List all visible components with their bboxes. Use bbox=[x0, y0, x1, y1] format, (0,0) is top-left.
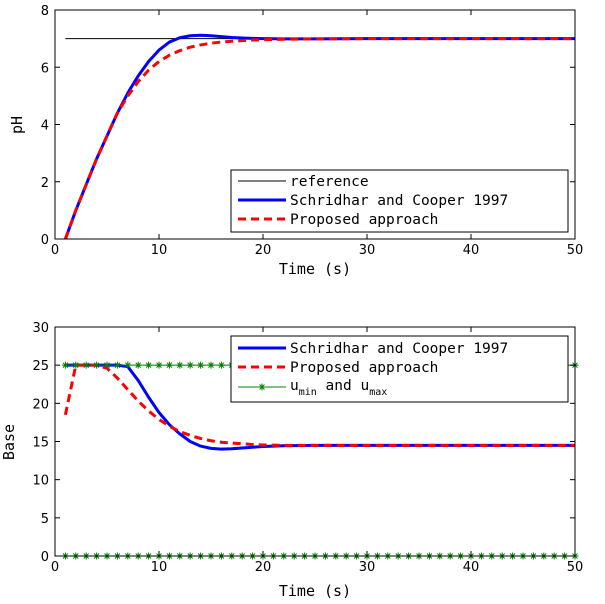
ph-y-tick-label-3: 6 bbox=[41, 61, 49, 76]
base-series-2-y_upper-marker bbox=[61, 361, 69, 369]
base-series-2-y_upper-marker bbox=[113, 361, 121, 369]
base-x-tick-label-1: 10 bbox=[151, 560, 168, 575]
base-legend-swatch-limits-marker bbox=[258, 383, 266, 391]
base-x-axis-label: Time (s) bbox=[279, 582, 351, 600]
ph-legend-label-proposed: Proposed approach bbox=[290, 212, 438, 228]
ph-y-axis-label: pH bbox=[8, 116, 26, 134]
ph-ticks: 0 10 20 30 40 50 0 2 4 6 8 bbox=[41, 4, 584, 258]
base-y-tick-label-4: 20 bbox=[32, 397, 49, 412]
ph-x-tick-label-5: 50 bbox=[567, 243, 584, 258]
base-series-2-y_upper-marker bbox=[103, 361, 111, 369]
base-x-tick-label-3: 30 bbox=[359, 560, 376, 575]
base-x-tick-label-4: 40 bbox=[463, 560, 480, 575]
base-y-tick-label-5: 25 bbox=[32, 359, 49, 374]
base-x-tick-label-5: 50 bbox=[567, 560, 584, 575]
base-series-2-y_upper-marker bbox=[217, 361, 225, 369]
base-series-2-y_upper-marker bbox=[186, 361, 194, 369]
ph-legend-label-schridhar: Schridhar and Cooper 1997 bbox=[290, 193, 508, 209]
chart-base: 0 10 20 30 40 50 0 5 10 15 20 25 30 Time (s) Base Sc… bbox=[0, 321, 583, 600]
base-series-2-y_upper-marker bbox=[93, 361, 101, 369]
ph-series-2-line bbox=[63, 37, 575, 240]
ph-x-tick-label-0: 0 bbox=[51, 243, 59, 258]
base-y-tick-label-6: 30 bbox=[32, 321, 49, 336]
base-legend-label-limits: umin and umax bbox=[290, 378, 387, 398]
ph-plot-lines bbox=[63, 33, 575, 240]
legend-min-sub: min bbox=[299, 387, 317, 398]
ph-x-tick-label-3: 30 bbox=[359, 243, 376, 258]
ph-x-tick-label-1: 10 bbox=[151, 243, 168, 258]
base-legend-label-proposed: Proposed approach bbox=[290, 360, 438, 376]
base-x-tick-label-0: 0 bbox=[51, 560, 59, 575]
base-series-2-y_upper-marker bbox=[207, 361, 215, 369]
base-ticks: 0 10 20 30 40 50 0 5 10 15 20 25 30 bbox=[32, 321, 583, 575]
base-series-2-y_upper-marker bbox=[155, 361, 163, 369]
legend-star-icon bbox=[258, 383, 266, 391]
base-series-2-y_upper-marker bbox=[176, 361, 184, 369]
base-y-axis-label: Base bbox=[0, 424, 18, 460]
ph-x-tick-label-2: 20 bbox=[255, 243, 272, 258]
base-y-tick-label-3: 15 bbox=[32, 436, 49, 451]
ph-x-tick-label-4: 40 bbox=[463, 243, 480, 258]
ph-y-tick-label-0: 0 bbox=[41, 233, 49, 248]
base-x-tick-label-2: 20 bbox=[255, 560, 272, 575]
ph-y-tick-label-2: 4 bbox=[41, 119, 49, 134]
ph-y-tick-label-1: 2 bbox=[41, 176, 49, 191]
ph-legend-label-reference: reference bbox=[290, 174, 369, 190]
ph-legend-box bbox=[230, 169, 569, 233]
legend-and-u: and u bbox=[317, 378, 369, 394]
legend-u1: u bbox=[290, 378, 299, 394]
base-y-tick-label-1: 5 bbox=[41, 512, 49, 527]
base-series-2-y_upper-marker bbox=[165, 361, 173, 369]
base-y-tick-label-2: 10 bbox=[32, 474, 49, 489]
base-series-2-y_upper-marker bbox=[134, 361, 142, 369]
ph-y-tick-label-4: 8 bbox=[41, 4, 49, 19]
ph-x-axis-label: Time (s) bbox=[279, 260, 351, 278]
ph-legend: reference Schridhar and Cooper 1997 Prop… bbox=[230, 169, 569, 233]
base-legend-box bbox=[230, 335, 569, 403]
legend-max-sub: max bbox=[369, 387, 387, 398]
chart-ph: 0 10 20 30 40 50 0 2 4 6 8 Time (s) pH reference S… bbox=[8, 4, 583, 278]
base-series-2-y_upper-marker bbox=[82, 361, 90, 369]
base-y-tick-label-0: 0 bbox=[41, 550, 49, 565]
base-series-2-y_upper-marker bbox=[145, 361, 153, 369]
base-legend-label-schridhar: Schridhar and Cooper 1997 bbox=[290, 341, 508, 357]
base-series-2-y_upper-marker bbox=[72, 361, 80, 369]
base-series-2-y_upper-marker bbox=[124, 361, 132, 369]
base-legend: Schridhar and Cooper 1997 Proposed appro… bbox=[230, 335, 569, 403]
base-series-2-y_upper-marker bbox=[197, 361, 205, 369]
